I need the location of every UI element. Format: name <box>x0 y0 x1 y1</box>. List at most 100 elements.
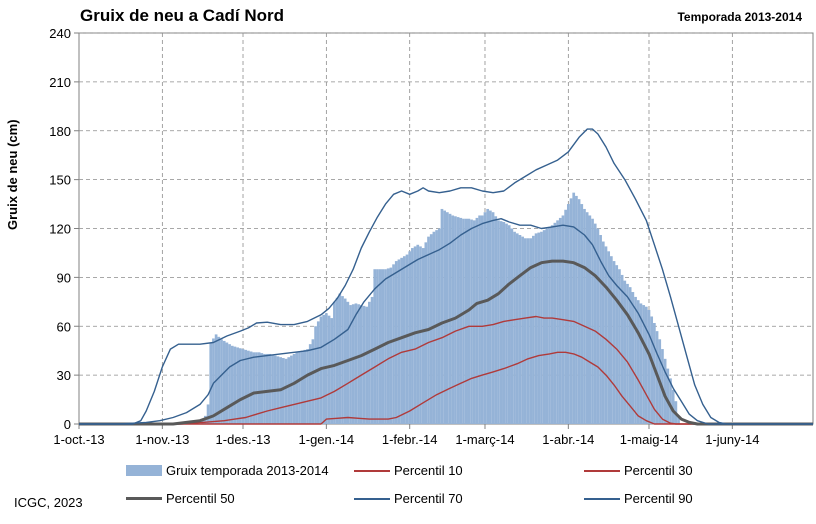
snow-depth-bar <box>671 389 675 424</box>
snow-depth-bar <box>217 336 221 424</box>
snow-depth-bar <box>585 212 589 424</box>
credit-text: ICGC, 2023 <box>14 495 83 510</box>
snow-depth-bar <box>316 321 320 424</box>
snow-depth-bar <box>292 353 296 424</box>
y-tick-label: 90 <box>57 270 71 285</box>
snow-depth-bar <box>483 212 487 424</box>
snow-depth-bar <box>580 204 584 424</box>
legend-swatch-snow-depth <box>126 465 162 476</box>
legend-item-p10: Percentil 10 <box>354 463 463 478</box>
snow-depth-bar <box>405 254 409 424</box>
snow-depth-bar <box>628 287 632 424</box>
snow-depth-bar <box>480 215 484 424</box>
snow-depth-bar <box>346 301 350 424</box>
series-line-percentil-10 <box>79 351 813 425</box>
snow-depth-bar <box>335 297 339 424</box>
snow-depth-bar <box>454 216 457 424</box>
snow-depth-bar <box>386 268 390 424</box>
snow-depth-bar <box>653 322 656 424</box>
snow-depth-bar <box>513 231 516 424</box>
snow-depth-bar <box>446 212 449 424</box>
x-tick-label: 1-oct.-13 <box>53 432 104 447</box>
x-tick-label: 1-juny-14 <box>705 432 759 447</box>
snow-depth-bar <box>370 296 374 424</box>
snow-depth-bar <box>489 210 492 424</box>
snow-depth-bar <box>634 296 637 424</box>
legend-item-p50: Percentil 50 <box>126 491 235 506</box>
snow-depth-bar <box>411 248 414 424</box>
snow-depth-bar <box>284 358 288 424</box>
snow-depth-bar <box>583 208 586 424</box>
snow-depth-bar <box>443 210 446 424</box>
snow-depth-bar <box>440 208 444 424</box>
snow-depth-bar <box>607 251 611 424</box>
y-tick-label: 60 <box>57 319 71 334</box>
snow-depth-bar <box>362 305 366 424</box>
snow-depth-bar <box>464 218 468 424</box>
snow-depth-bar <box>534 233 538 424</box>
snow-depth-bar <box>260 353 264 424</box>
snow-depth-bar <box>314 326 317 424</box>
snow-depth-bar <box>599 235 602 424</box>
snow-depth-bar <box>359 305 363 424</box>
snow-depth-bar <box>298 351 301 424</box>
snow-depth-bar <box>238 348 242 424</box>
snow-depth-bar <box>206 404 210 424</box>
snow-depth-bar <box>236 347 239 424</box>
snow-depth-bar <box>644 306 648 424</box>
x-tick-label: 1-gen.-14 <box>299 432 355 447</box>
snow-depth-bar <box>462 218 465 424</box>
snow-depth-bar <box>529 238 533 424</box>
snow-depth-bar <box>408 251 412 424</box>
snow-depth-bar <box>303 349 307 424</box>
snow-depth-bar <box>540 231 543 424</box>
legend-item-p70: Percentil 70 <box>354 491 463 506</box>
snow-depth-bar <box>618 269 621 424</box>
snow-depth-bar <box>413 246 417 424</box>
snow-depth-bar <box>263 353 266 424</box>
snow-depth-bar <box>472 220 476 424</box>
snow-depth-bar <box>620 274 624 424</box>
snow-depth-bar <box>550 225 554 424</box>
snow-depth-bar <box>588 215 592 424</box>
snow-depth-bar <box>636 300 640 424</box>
snow-depth-bar <box>545 228 549 424</box>
snow-depth-bar <box>475 217 479 424</box>
snow-depth-bar <box>612 261 616 424</box>
snow-depth-bar <box>220 339 223 424</box>
snow-depth-bar <box>349 305 352 424</box>
snow-depth-bar <box>368 301 371 424</box>
snow-depth-bar <box>397 259 401 424</box>
snow-depth-bar <box>268 353 272 424</box>
snow-depth-bar <box>631 292 635 424</box>
chart-title: Gruix de neu a Cadí Nord <box>80 6 285 25</box>
snow-depth-bar <box>247 350 250 424</box>
snow-depth-bar <box>526 238 530 424</box>
snow-depth-bar <box>373 269 377 424</box>
snow-depth-bar <box>437 228 441 424</box>
x-tick-label: 1-maig-14 <box>620 432 679 447</box>
snow-depth-bar <box>311 339 315 424</box>
snow-depth-bar <box>459 217 463 424</box>
legend-label-p70: Percentil 70 <box>394 491 463 506</box>
y-tick-label: 210 <box>49 75 71 90</box>
snow-depth-bar <box>416 244 420 424</box>
snow-depth-bar <box>357 304 360 424</box>
snow-depth-bar <box>257 352 261 424</box>
snow-depth-bar <box>287 357 291 424</box>
snow-depth-bar <box>341 296 344 424</box>
snow-depth-bar <box>494 216 498 424</box>
snow-depth-bar <box>650 316 654 424</box>
snow-depth-bar <box>233 346 237 424</box>
snow-depth-bar <box>604 246 608 424</box>
snow-depth-bar <box>467 218 471 424</box>
snow-depth-bar <box>677 415 680 424</box>
snow-depth-bar <box>505 223 508 424</box>
snow-depth-bar <box>249 351 253 424</box>
snow-depth-bar <box>591 218 594 424</box>
snow-depth-bar <box>596 228 600 424</box>
legend-label-p10: Percentil 10 <box>394 463 463 478</box>
y-tick-label: 30 <box>57 368 71 383</box>
snow-depth-bar <box>663 358 667 424</box>
